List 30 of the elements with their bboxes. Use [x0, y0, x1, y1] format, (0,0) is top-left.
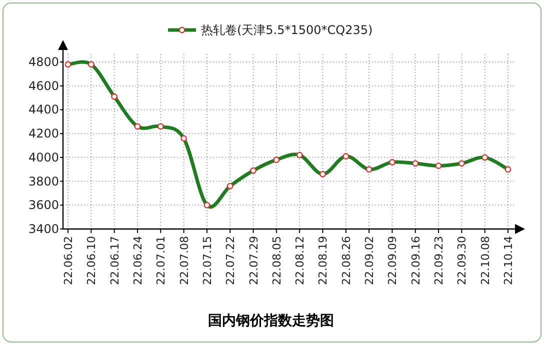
x-tick-label: 22.07.22 [224, 236, 238, 285]
x-tick-label: 22.06.10 [85, 236, 98, 285]
x-tick-label: 22.09.16 [409, 236, 422, 285]
x-tick-label: 22.07.08 [178, 236, 191, 285]
y-tick-label: 4800 [28, 55, 59, 69]
x-tick-label: 22.08.19 [316, 236, 330, 285]
y-tick-label: 3800 [28, 174, 59, 188]
x-tick-label: 22.10.14 [502, 236, 515, 285]
y-tick-label: 3400 [28, 222, 59, 236]
x-tick-label: 22.09.23 [432, 236, 446, 285]
y-tick-label: 4400 [28, 102, 59, 117]
x-tick-label: 22.09.02 [363, 236, 376, 285]
y-tick-label: 4000 [28, 150, 59, 164]
x-tick-label: 22.10.08 [478, 236, 492, 285]
text: 国内钢价指数走势图 [208, 313, 334, 329]
x-tick-label: 22.06.17 [108, 236, 122, 285]
y-tick-label: 3600 [28, 198, 59, 212]
x-tick-label: 22.09.09 [386, 236, 400, 285]
x-tick-label: 22.08.26 [340, 236, 353, 285]
x-tick-label: 22.07.01 [154, 236, 168, 285]
x-tick-label: 22.07.29 [247, 236, 260, 285]
y-tick-label: 4200 [28, 126, 59, 141]
x-tick-label: 22.08.05 [270, 236, 284, 285]
x-tick-label: 22.07.15 [200, 236, 214, 285]
x-tick-label: 22.06.24 [131, 236, 144, 285]
x-tick-label: 22.09.30 [456, 236, 469, 285]
y-tick-label: 4600 [28, 78, 59, 93]
x-tick-label: 22.08.12 [294, 236, 307, 285]
legend-label: 热轧卷(天津5.5*1500*CQ235) [201, 23, 373, 37]
x-tick-label: 22.06.02 [62, 236, 75, 285]
